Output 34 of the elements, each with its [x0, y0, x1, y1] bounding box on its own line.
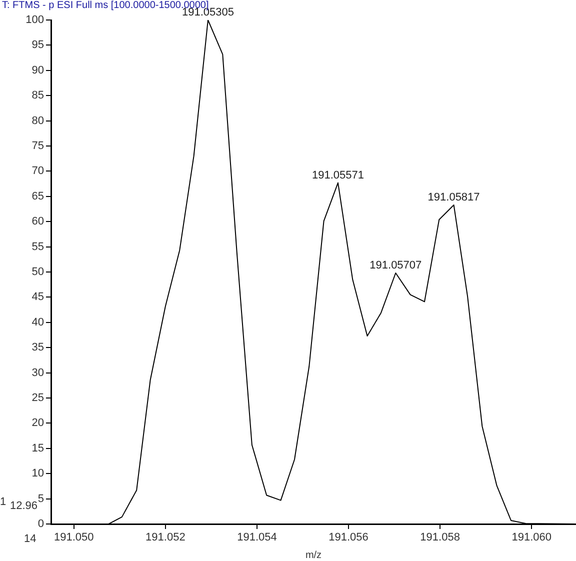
annotation: 191.05571 [312, 169, 364, 182]
y-tick-label: 95 [32, 39, 44, 52]
x-tick-label: 191.058 [420, 532, 460, 544]
y-tick-label: 10 [32, 468, 44, 480]
text: 14 [24, 533, 36, 545]
y-tick-label: 30 [32, 366, 44, 379]
x-axis-title: m/z [305, 550, 322, 561]
y-tick-label: 35 [32, 342, 44, 354]
y-tick-label: 45 [32, 291, 44, 304]
y-tick-label: 5 [38, 492, 44, 505]
y-tick-label: 40 [32, 316, 44, 328]
annotation: 191.05817 [428, 192, 480, 204]
x-tick-label: 191.054 [237, 532, 277, 544]
y-tick-label: 85 [32, 90, 44, 102]
y-tick-label: 60 [32, 216, 44, 228]
x-tick-label: 191.060 [512, 532, 552, 544]
y-tick-label: 55 [32, 240, 44, 253]
y-tick-label: 80 [32, 114, 44, 127]
x-tick-label: 191.050 [54, 532, 94, 544]
y-tick-label: 20 [32, 417, 44, 430]
x-tick-label: 191.056 [328, 532, 368, 544]
y-tick-label: 25 [32, 392, 44, 404]
y-tick-label: 75 [32, 140, 44, 152]
y-tick-label: 50 [32, 266, 44, 278]
y-tick-label: 70 [32, 165, 44, 178]
x-tick-label: 191.052 [146, 532, 186, 544]
y-tick-label: 90 [32, 64, 44, 76]
y-tick-label: 0 [38, 518, 44, 530]
text: 12.96 [10, 500, 38, 512]
annotation: 191.05707 [370, 260, 422, 272]
y-tick-label: 15 [32, 442, 44, 454]
y-tick-label: 100 [26, 14, 44, 26]
y-tick-label: 65 [32, 190, 44, 202]
text: 1 [0, 496, 6, 508]
